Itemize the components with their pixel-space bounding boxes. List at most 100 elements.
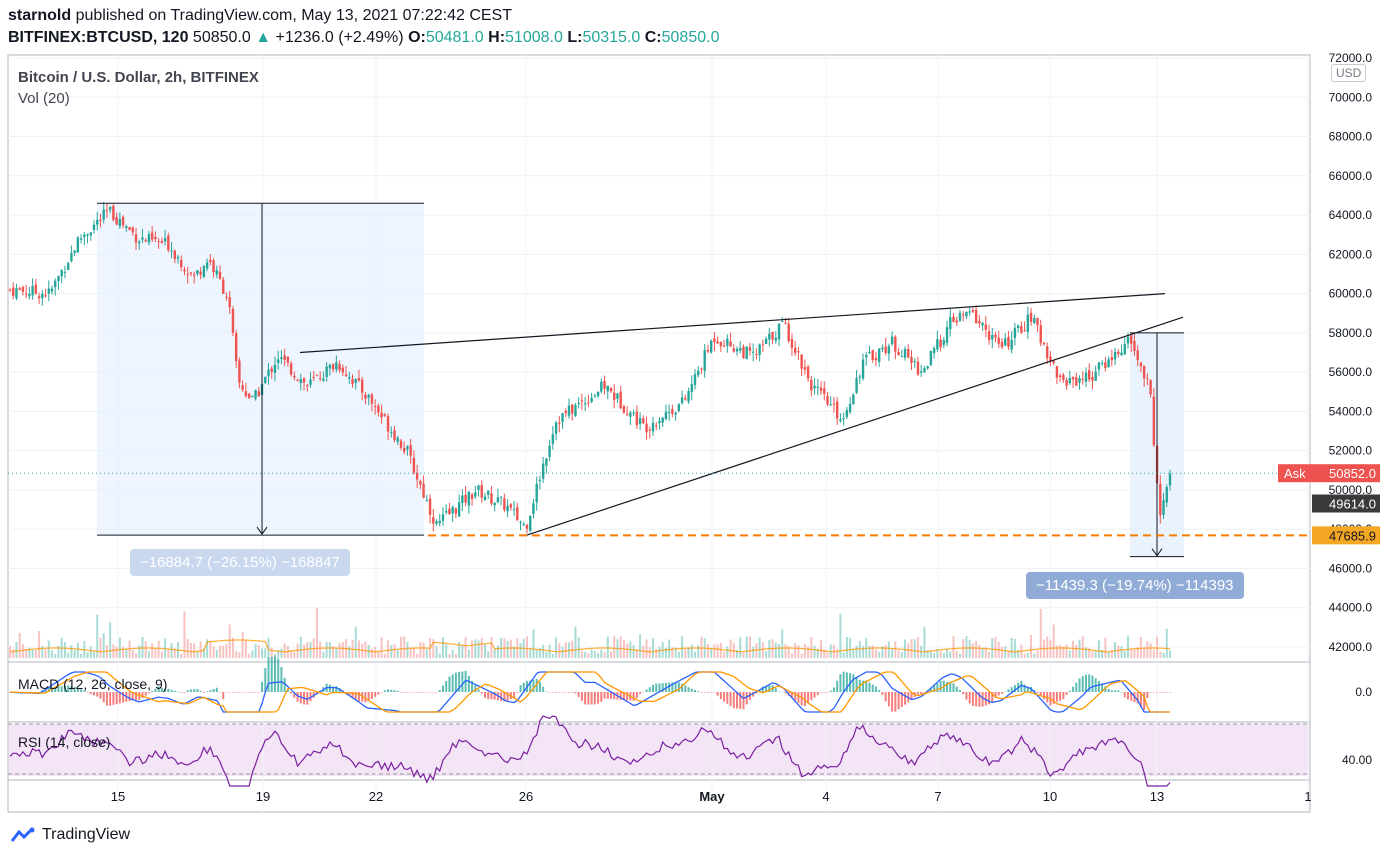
macd-histogram-bar [445,681,448,692]
macd-histogram-bar [658,683,661,692]
candle-body [247,393,251,398]
volume-bar [765,651,768,658]
publisher-name[interactable]: starnold [8,7,72,24]
macd-histogram-bar [784,692,787,694]
candle-body [958,312,962,321]
macd-histogram-bar [797,692,800,703]
candle-body [1113,351,1117,360]
volume-bar [923,626,926,658]
brand-name[interactable]: TradingView [42,826,131,843]
volume-bar [474,639,477,658]
macd-histogram-bar [774,688,777,692]
macd-histogram-bar [257,692,260,693]
candle-body [383,414,387,416]
macd-histogram-bar [794,692,797,701]
candle-body [461,495,464,504]
candle-body [448,508,451,515]
volume-bar [529,648,532,658]
volume-bar [577,637,580,658]
volume-bar [254,643,257,658]
volume-bar [878,651,881,658]
time-axis-tick: 4 [822,789,829,804]
volume-bar [406,641,409,658]
volume-bar [823,649,826,658]
candle-body [225,296,228,298]
macd-histogram-bar [823,692,826,693]
macd-histogram-bar [997,692,1000,696]
candle-body [373,406,377,408]
volume-bar [862,646,865,658]
macd-indicator-label[interactable]: MACD (12, 26, close, 9) [18,676,168,692]
volume-bar [597,653,600,658]
candle-body [787,323,790,341]
volume-bar [1084,647,1087,658]
volume-bar [399,636,402,658]
macd-histogram-bar [768,685,771,692]
macd-histogram-bar [820,692,823,693]
candle-body [1020,326,1023,333]
macd-histogram-bar [755,692,758,694]
volume-bar [593,651,596,658]
candle-body [280,357,283,360]
close-price-tag: 49614.0 [1312,494,1380,513]
currency-button[interactable]: USD [1331,64,1367,82]
macd-histogram-bar [729,692,732,706]
macd-histogram-bar [971,692,974,706]
candle-body [700,368,703,370]
macd-histogram-bar [244,692,247,693]
rsi-indicator-label[interactable]: RSI (14, close) [18,734,111,750]
volume-bar [47,640,50,658]
volume-bar [1046,636,1049,658]
candle-body [393,430,396,441]
candle-body [952,316,955,322]
candle-body [1013,328,1017,339]
candle-body [664,411,668,420]
volume-bar [322,651,325,658]
symbol-label[interactable]: BITFINEX:BTCUSD, 120 [8,29,189,46]
series-title[interactable]: Bitcoin / U.S. Dollar, 2h, BITFINEX [18,69,259,86]
macd-histogram-bar [978,692,981,707]
macd-histogram-bar [894,692,897,712]
macd-histogram-bar [80,689,83,692]
volume-bar [916,637,919,658]
macd-histogram-bar [761,686,764,692]
volume-bar [807,646,810,658]
macd-histogram-bar [878,689,881,692]
price-axis-tick: 64000.0 [1329,208,1373,222]
macd-histogram-bar [225,692,228,693]
macd-histogram-bar [580,692,583,701]
volume-bar [167,649,170,658]
candle-body [829,404,832,406]
volume-indicator-label[interactable]: Vol (20) [18,90,70,107]
footer: TradingView [10,826,130,844]
candle-body [1084,372,1088,382]
candle-body [874,358,878,361]
volume-bar [490,637,493,658]
candle-body [793,347,797,353]
candle-body [1071,377,1075,380]
macd-histogram-bar [112,692,115,705]
volume-bar [76,642,79,658]
macd-histogram-bar [700,692,703,693]
candle-body [819,387,823,391]
candle-body [1033,317,1036,324]
candle-body [632,412,635,414]
candle-body [684,398,687,400]
candle-body [629,412,632,417]
macd-histogram-bar [567,692,570,693]
volume-bar [125,649,128,658]
macd-histogram-bar [584,692,587,705]
macd-histogram-bar [933,685,936,692]
candle-body [600,381,603,392]
candle-body [1107,359,1110,368]
candle-body [658,420,661,424]
candle-body [516,507,519,521]
macd-histogram-bar [603,692,606,699]
candle-body [238,360,241,383]
candle-body [234,333,238,362]
candle-body [722,345,726,347]
macd-histogram-bar [209,690,212,692]
candle-body [254,389,257,399]
macd-histogram-bar [687,687,690,692]
